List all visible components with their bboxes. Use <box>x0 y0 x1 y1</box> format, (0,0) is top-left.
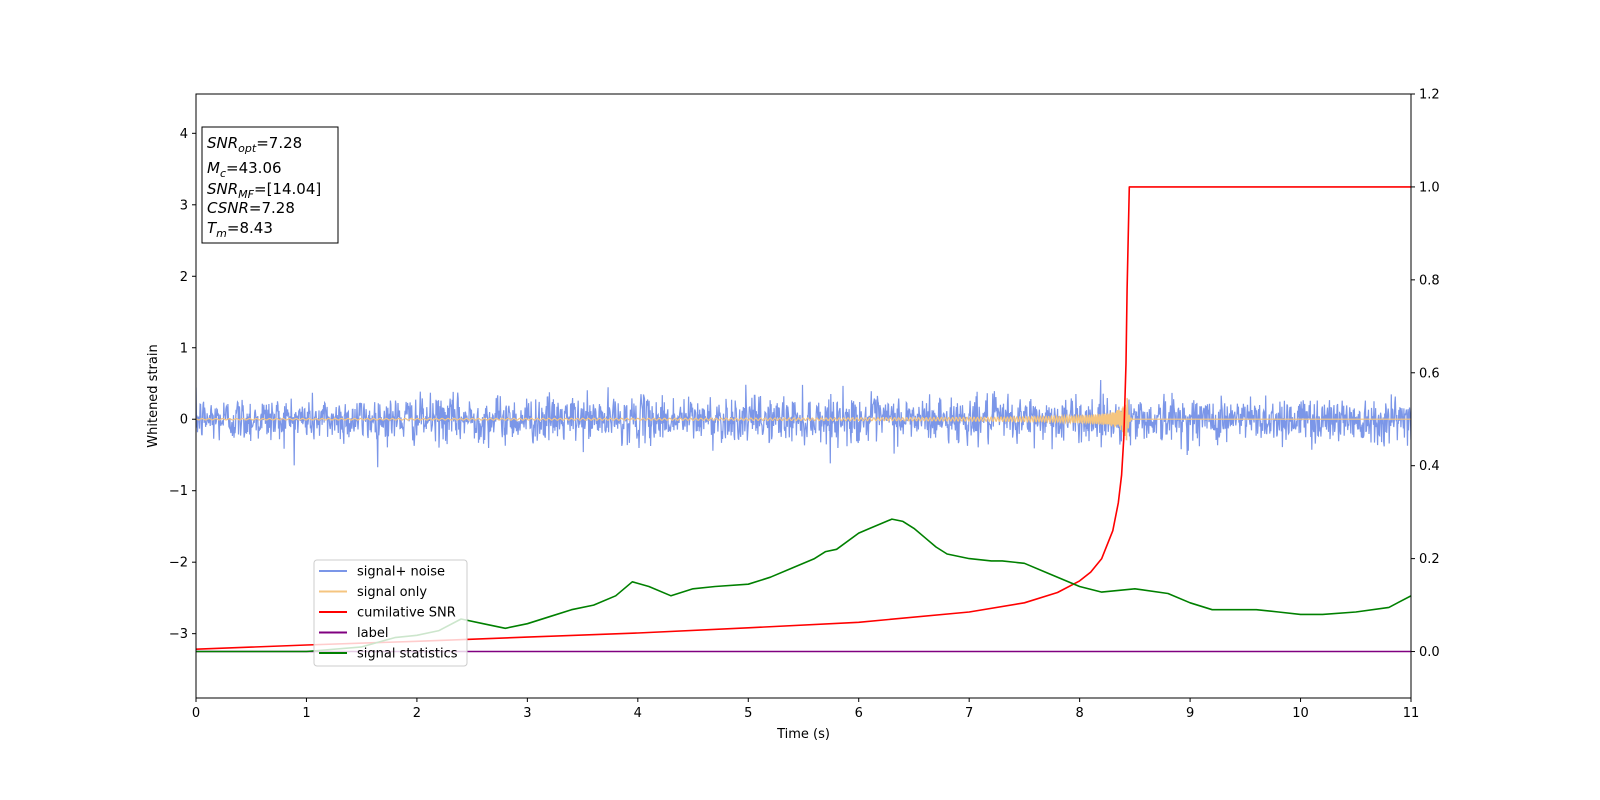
x-tick-label: 9 <box>1186 706 1194 721</box>
x-tick-label: 4 <box>634 706 642 721</box>
y-axis-label: Whitened strain <box>146 344 161 447</box>
y-left-tick-label: 4 <box>180 127 188 142</box>
y-ticks-right: 0.0 0.2 0.4 0.6 0.8 1.0 1.2 <box>1411 88 1440 660</box>
x-tick-label: 5 <box>744 706 752 721</box>
info-snr-opt: SNRopt=7.28 <box>207 134 302 155</box>
y-right-tick-label: 0.4 <box>1419 459 1440 474</box>
y-right-tick-label: 0.6 <box>1419 366 1440 381</box>
y-left-tick-label: 1 <box>180 341 188 356</box>
y-right-tick-label: 1.2 <box>1419 88 1440 103</box>
info-box-frame <box>201 126 339 244</box>
info-snr-mf: SNRMF=[14.04] <box>207 180 321 201</box>
series-cumilative-snr-line <box>196 186 1411 650</box>
series-signal-statistics-line <box>196 518 1411 653</box>
legend-label: signal+ noise <box>357 565 445 580</box>
x-tick-label: 3 <box>523 706 531 721</box>
y-right-tick-label: 0.2 <box>1419 552 1440 567</box>
x-tick-label: 8 <box>1075 706 1083 721</box>
x-tick-label: 10 <box>1292 706 1309 721</box>
y-left-tick-label: 2 <box>180 270 188 285</box>
x-axis-label: Time (s) <box>776 727 830 742</box>
series-signal-only-line <box>196 397 1411 441</box>
legend-label: signal only <box>357 585 427 600</box>
y-left-tick-label: 0 <box>180 413 188 428</box>
legend-frame <box>313 559 468 667</box>
series-signal-noise-line <box>196 379 1411 468</box>
y-right-tick-label: 0.8 <box>1419 273 1440 288</box>
y-right-tick-label: 0.0 <box>1419 645 1440 660</box>
y-left-tick-label: −1 <box>169 484 188 499</box>
y-left-tick-label: 3 <box>180 198 188 213</box>
x-tick-label: 2 <box>413 706 421 721</box>
legend-label: label <box>357 626 388 641</box>
legend: signal+ noise signal only cumilative SNR la… <box>313 559 468 667</box>
info-csnr: CSNR=7.28 <box>207 199 295 217</box>
x-ticks: 0 1 2 3 4 5 6 7 8 9 10 11 <box>192 698 1419 721</box>
x-tick-label: 0 <box>192 706 200 721</box>
x-tick-label: 7 <box>965 706 973 721</box>
x-tick-label: 11 <box>1403 706 1420 721</box>
legend-label: signal statistics <box>357 647 458 662</box>
info-mc: Mc=43.06 <box>207 159 282 180</box>
info-tm: Tm=8.43 <box>207 219 273 240</box>
y-left-tick-label: −3 <box>169 627 188 642</box>
x-tick-label: 6 <box>855 706 863 721</box>
legend-label: cumilative SNR <box>357 606 456 621</box>
legend-items: signal+ noise signal only cumilative SNR la… <box>319 565 458 662</box>
info-box: SNRopt=7.28 Mc=43.06 SNRMF=[14.04] CSNR=… <box>201 126 339 244</box>
x-tick-label: 1 <box>302 706 310 721</box>
y-right-tick-label: 1.0 <box>1419 180 1440 195</box>
y-ticks-left: −3 −2 −1 0 1 2 3 4 <box>169 127 196 642</box>
y-left-tick-label: −2 <box>169 556 188 571</box>
plot-frame <box>195 93 1412 699</box>
